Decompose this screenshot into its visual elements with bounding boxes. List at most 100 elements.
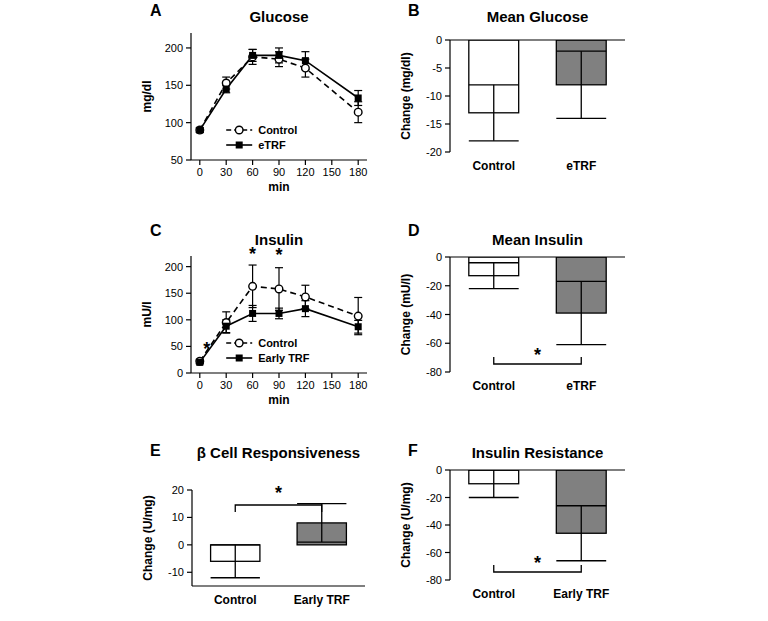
error-bar <box>222 85 230 92</box>
error-bar <box>556 281 606 344</box>
error-cap <box>275 308 283 309</box>
plot-area <box>211 504 347 578</box>
point <box>249 310 256 317</box>
error-bar <box>469 263 519 289</box>
panel: FInsulin Resistance-80-60-40-200Change (… <box>399 442 625 601</box>
y-axis-label: mg/dl <box>140 81 154 113</box>
error-cap <box>222 332 230 333</box>
error-cap <box>211 544 260 545</box>
point <box>355 323 362 330</box>
error-stem <box>581 281 582 344</box>
series-line <box>200 55 358 130</box>
annotation: * <box>275 245 282 265</box>
panel-letter: D <box>408 222 420 239</box>
point <box>276 310 283 317</box>
y-axis <box>191 490 192 586</box>
x-tick <box>252 160 253 165</box>
error-bar <box>249 49 257 64</box>
y-tick <box>445 371 450 372</box>
error-cap <box>222 76 230 77</box>
y-tick-label: 10 <box>172 511 184 523</box>
annotation: * <box>275 483 282 503</box>
plot-area <box>469 257 606 345</box>
y-tick-label: -15 <box>426 118 442 130</box>
error-bar <box>354 102 362 123</box>
error-bar <box>249 265 257 308</box>
y-tick <box>186 346 191 347</box>
error-cap <box>249 49 257 50</box>
x-tick-label: 30 <box>220 379 232 391</box>
error-bar <box>275 52 283 67</box>
error-cap <box>556 505 606 506</box>
x-axis <box>450 256 625 257</box>
error-cap <box>222 311 230 312</box>
x-tick <box>278 373 279 378</box>
plot-area <box>469 470 606 561</box>
point <box>196 126 204 134</box>
y-axis-label: Change (mU/l) <box>399 274 413 355</box>
y-tick <box>186 159 191 160</box>
x-tick-label: Early TRF <box>553 587 609 601</box>
error-cap <box>469 497 519 498</box>
legend-item: Control <box>226 337 297 349</box>
error-bar <box>556 51 606 118</box>
y-tick <box>445 123 450 124</box>
y-tick-label: 0 <box>436 464 442 476</box>
panel: AGlucose50100150200mg/dl0306090120150180… <box>140 2 367 194</box>
title: β Cell Responsiveness <box>197 444 360 461</box>
x-tick-label: Early TRF <box>294 593 350 607</box>
point <box>275 285 283 293</box>
x-tick-label: 90 <box>273 379 285 391</box>
x-tick <box>358 373 359 378</box>
legend-label: Control <box>258 337 297 349</box>
legend-marker <box>236 355 243 362</box>
panel: Eβ Cell Responsiveness-1001020Change (U/… <box>141 442 365 607</box>
x-tick <box>305 160 306 165</box>
error-cap <box>301 76 309 77</box>
y-tick-label: 0 <box>177 367 183 379</box>
y-tick-label: 200 <box>165 261 183 273</box>
panel: DMean Insulin-80-60-40-200Change (mU/l)C… <box>399 222 625 393</box>
x-tick-label: 150 <box>323 379 341 391</box>
y-tick <box>186 293 191 294</box>
point <box>354 108 362 116</box>
error-cap <box>249 321 257 322</box>
error-cap <box>556 51 606 52</box>
y-tick-label: -40 <box>426 519 442 531</box>
error-bar <box>211 545 260 578</box>
y-tick <box>186 266 191 267</box>
panel-letter: F <box>408 442 418 459</box>
y-tick <box>187 572 192 573</box>
legend-item: Early TRF <box>226 352 310 364</box>
error-cap <box>301 285 309 286</box>
point <box>354 312 362 320</box>
error-bar <box>275 268 283 311</box>
legend-marker <box>235 126 243 134</box>
y-tick <box>445 285 450 286</box>
error-cap <box>469 84 519 85</box>
error-bar <box>469 85 519 141</box>
y-tick-label: 50 <box>171 340 183 352</box>
x-tick-label: 180 <box>349 379 367 391</box>
x-tick-label: Control <box>472 159 515 173</box>
error-cap <box>354 122 362 123</box>
point <box>249 283 257 291</box>
y-tick <box>445 95 450 96</box>
x-tick <box>278 160 279 165</box>
y-tick <box>445 497 450 498</box>
plot-area <box>196 265 362 366</box>
annotation: * <box>203 339 210 359</box>
x-tick <box>226 373 227 378</box>
error-stem <box>493 85 494 141</box>
x-tick <box>252 373 253 378</box>
point <box>276 52 283 59</box>
y-tick <box>445 67 450 68</box>
y-tick-label: 50 <box>171 154 183 166</box>
y-tick <box>445 469 450 470</box>
y-tick <box>445 314 450 315</box>
error-cap <box>249 305 257 306</box>
error-cap <box>211 577 260 578</box>
x-tick-label: eTRF <box>566 159 596 173</box>
error-bar <box>469 470 519 498</box>
legend-label: Control <box>258 124 297 136</box>
